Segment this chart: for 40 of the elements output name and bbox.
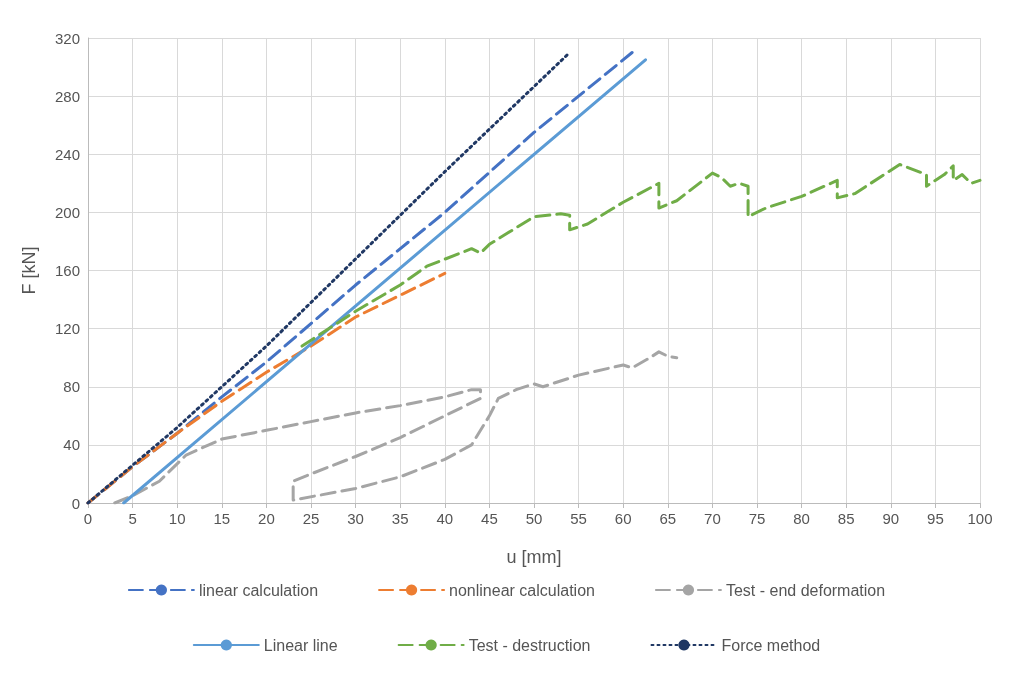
x-tick-label: 100 bbox=[967, 510, 993, 527]
y-tick-label: 200 bbox=[54, 203, 80, 221]
x-tick-label: 15 bbox=[213, 510, 231, 527]
y-tick-label: 320 bbox=[54, 29, 80, 47]
x-tick-label: 60 bbox=[614, 510, 632, 527]
x-tick-label: 75 bbox=[748, 510, 766, 527]
x-tick-label: 10 bbox=[168, 510, 186, 527]
legend-label: Linear line bbox=[263, 636, 338, 654]
y-tick-label: 0 bbox=[71, 494, 80, 512]
line-series bbox=[300, 162, 982, 348]
x-tick-label: 70 bbox=[704, 510, 721, 527]
line-series bbox=[113, 350, 679, 505]
x-tick-label: 65 bbox=[659, 510, 677, 527]
x-tick-label: 35 bbox=[391, 510, 409, 527]
x-tick-label: 85 bbox=[837, 510, 855, 527]
x-tick-label: 40 bbox=[436, 510, 454, 527]
legend-label: Force method bbox=[721, 636, 821, 654]
legend-label: Test - end deformation bbox=[725, 581, 886, 599]
x-tick-label: 30 bbox=[347, 510, 364, 527]
x-tick-label: 25 bbox=[302, 510, 320, 527]
legend-label: Test - destruction bbox=[468, 636, 591, 654]
legend-label: linear calculation bbox=[198, 581, 319, 599]
y-tick-label: 280 bbox=[54, 87, 80, 105]
x-tick-label: 20 bbox=[258, 510, 275, 527]
x-tick-label: 95 bbox=[927, 510, 944, 527]
x-tick-label: 90 bbox=[882, 510, 900, 527]
x-tick-label: 5 bbox=[128, 510, 137, 527]
x-tick-label: 0 bbox=[83, 510, 93, 527]
x-tick-label: 45 bbox=[481, 510, 498, 527]
legend-label: nonlinear calculation bbox=[449, 581, 595, 599]
y-axis-title: F [kN] bbox=[19, 246, 39, 295]
y-tick-label: 80 bbox=[63, 378, 80, 396]
x-tick-label: 80 bbox=[793, 510, 810, 527]
x-tick-label: 50 bbox=[525, 510, 543, 527]
y-tick-label: 40 bbox=[63, 436, 80, 454]
y-tick-label: 160 bbox=[54, 262, 80, 279]
y-tick-label: 240 bbox=[54, 145, 80, 163]
x-axis-title: u [mm] bbox=[506, 547, 562, 567]
x-tick-label: 55 bbox=[570, 510, 587, 527]
y-tick-label: 120 bbox=[54, 320, 80, 338]
